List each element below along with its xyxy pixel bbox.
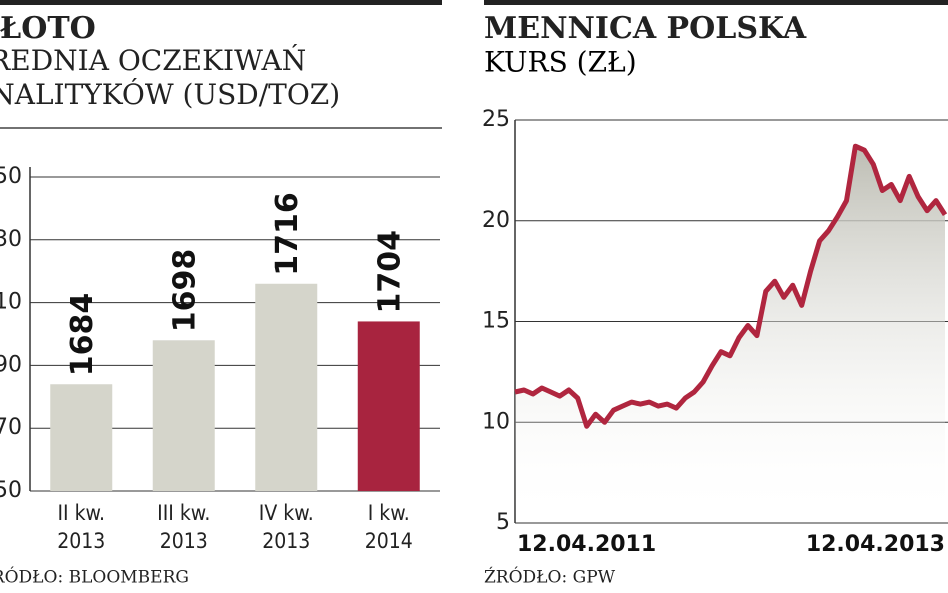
- data-label: 1698: [167, 249, 202, 333]
- x-tick-label: 12.04.2013: [806, 532, 945, 557]
- x-label-box: II kw. 2013: [57, 501, 106, 553]
- data-label: 1704: [372, 230, 407, 314]
- y-tick-label: 1690: [0, 352, 22, 377]
- x-label-box: IV kw. 2013: [258, 501, 314, 553]
- bar: [357, 321, 420, 491]
- area: [515, 146, 945, 523]
- top-rule: [484, 0, 948, 5]
- y-tick-label: 10: [482, 409, 510, 434]
- bar: [50, 384, 113, 491]
- x-label-box: III kw. 2013: [157, 501, 211, 553]
- bar: [255, 283, 318, 491]
- chart-subtitle: ŚREDNIA OCZEKIWAŃ ANALITYKÓW (USD/TOZ): [0, 44, 341, 111]
- y-tick-label: 1750: [0, 164, 22, 189]
- x-tick-label: IV kw. 2013: [258, 501, 314, 553]
- x-tick-label: III kw. 2013: [157, 501, 211, 553]
- x-label-box: I kw. 2014: [364, 501, 413, 553]
- y-tick-label: 20: [482, 208, 510, 233]
- y-tick-label: 1710: [0, 290, 22, 315]
- subtitle-box: ŚREDNIA OCZEKIWAŃ ANALITYKÓW (USD/TOZ): [0, 44, 341, 111]
- chart-title: ZŁOTO: [0, 11, 96, 46]
- top-rule: [0, 0, 442, 5]
- y-tick-label: 1650: [0, 478, 22, 503]
- x-tick-label: I kw. 2014: [364, 501, 413, 553]
- y-tick-label: 1670: [0, 415, 22, 440]
- data-label: 1716: [270, 192, 305, 276]
- y-tick-label: 5: [496, 510, 510, 535]
- y-tick-label: 25: [482, 107, 510, 132]
- source: ŹRÓDŁO: BLOOMBERG: [0, 567, 189, 588]
- x-tick-label: II kw. 2013: [57, 501, 106, 553]
- y-tick-label: 1730: [0, 227, 22, 252]
- data-label: 1684: [65, 293, 100, 377]
- chart-title: MENNICA POLSKA: [484, 11, 807, 46]
- x-tick-label: 12.04.2011: [517, 532, 656, 557]
- chart-subtitle: KURS (ZŁ): [484, 46, 637, 79]
- y-tick-label: 15: [482, 309, 510, 334]
- source: ŹRÓDŁO: GPW: [484, 567, 616, 588]
- line: [514, 143, 948, 429]
- bar: [152, 340, 215, 491]
